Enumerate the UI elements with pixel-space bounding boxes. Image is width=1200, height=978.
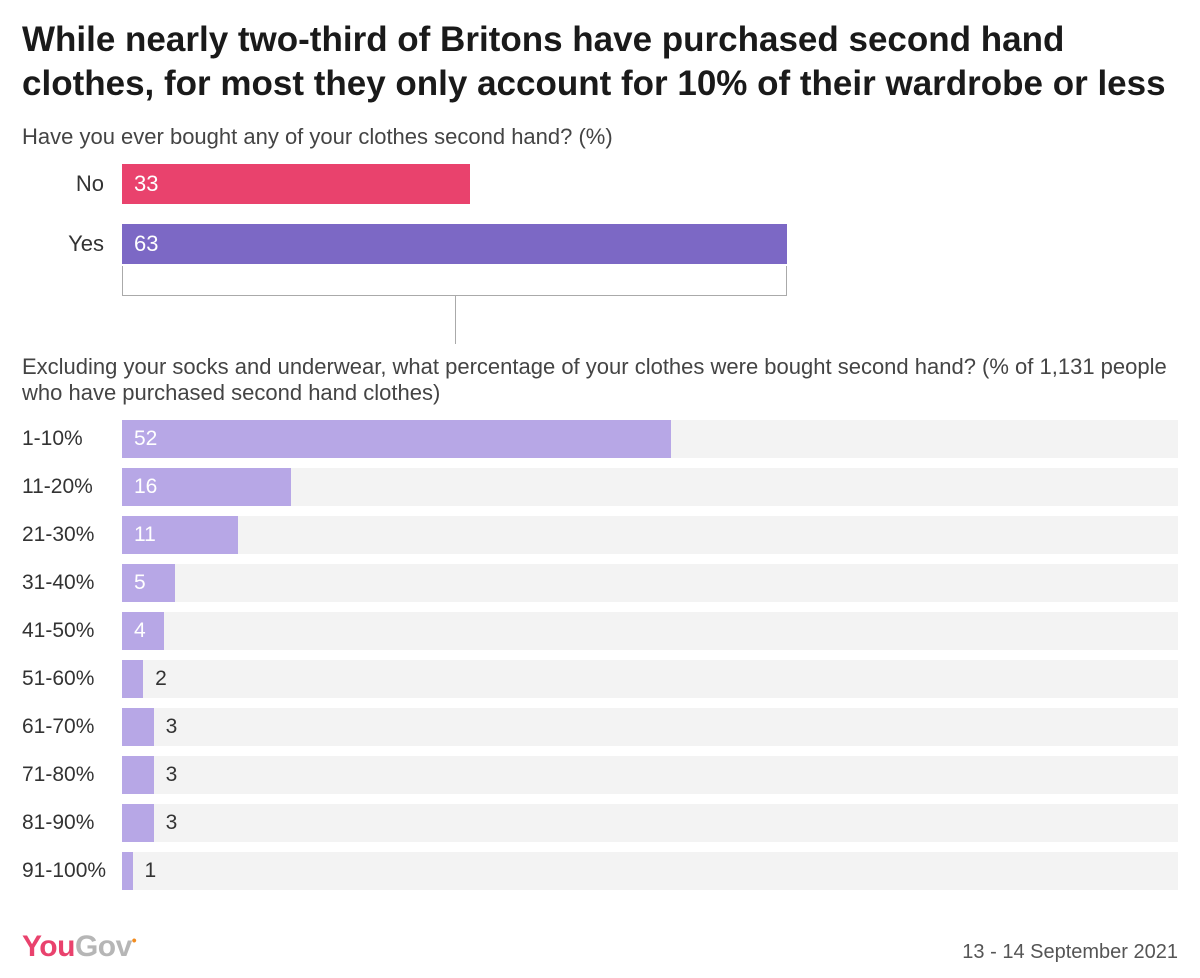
chart2-track-bg: [122, 612, 1178, 650]
chart2-row: 21-30%11: [22, 516, 1178, 554]
logo-you: You: [22, 930, 75, 963]
chart2-track: 1: [122, 852, 1178, 890]
chart2: 1-10%5211-20%1621-30%1131-40%541-50%451-…: [22, 420, 1178, 890]
chart1-row-label: No: [22, 171, 122, 197]
chart2-value-label: 3: [154, 715, 178, 739]
chart2-row: 31-40%5: [22, 564, 1178, 602]
chart2-value-label: 3: [154, 763, 178, 787]
chart2-bar: 16: [122, 468, 291, 506]
chart2-row: 61-70% 3: [22, 708, 1178, 746]
chart2-bar: [122, 708, 154, 746]
chart1-row: Yes63: [22, 224, 1178, 264]
chart1-row: No33: [22, 164, 1178, 204]
chart2-bar: [122, 852, 133, 890]
chart2-row: 41-50%4: [22, 612, 1178, 650]
yougov-logo: YouGov•: [22, 930, 136, 964]
chart2-track: 3: [122, 708, 1178, 746]
chart1-bar: 33: [122, 164, 470, 204]
chart2-track-bg: [122, 852, 1178, 890]
chart2-track: 16: [122, 468, 1178, 506]
connector: [122, 284, 1178, 354]
chart2-bar: 11: [122, 516, 238, 554]
chart2-track: 3: [122, 756, 1178, 794]
chart2-bar: 52: [122, 420, 671, 458]
chart2-value-label: 1: [133, 859, 157, 883]
chart2-track-bg: [122, 756, 1178, 794]
chart2-row: 71-80% 3: [22, 756, 1178, 794]
chart2-bar: [122, 660, 143, 698]
chart2-value-label: 2: [143, 667, 167, 691]
survey-date: 13 - 14 September 2021: [962, 941, 1178, 964]
chart1: No33 Yes63: [22, 164, 1178, 264]
chart2-track: 2: [122, 660, 1178, 698]
chart2-row-label: 61-70%: [22, 715, 122, 739]
chart2-track-bg: [122, 516, 1178, 554]
chart1-track: 33: [122, 164, 1178, 204]
chart-title: While nearly two-third of Britons have p…: [22, 18, 1178, 106]
chart1-bar: 63: [122, 224, 787, 264]
chart2-bar: 4: [122, 612, 164, 650]
chart1-track: 63: [122, 224, 1178, 264]
chart2-row: 1-10%52: [22, 420, 1178, 458]
chart2-row-label: 21-30%: [22, 523, 122, 547]
chart2-track: 5: [122, 564, 1178, 602]
chart2-row-label: 31-40%: [22, 571, 122, 595]
logo-gov: Gov: [75, 930, 132, 963]
chart1-row-label: Yes: [22, 231, 122, 257]
chart2-track-bg: [122, 804, 1178, 842]
footer: YouGov• 13 - 14 September 2021: [22, 930, 1178, 964]
chart2-track-bg: [122, 564, 1178, 602]
chart2-track: 52: [122, 420, 1178, 458]
chart2-row-label: 81-90%: [22, 811, 122, 835]
chart2-question: Excluding your socks and underwear, what…: [22, 354, 1178, 406]
chart2-row-label: 11-20%: [22, 475, 122, 499]
logo-dot-icon: •: [132, 932, 136, 948]
chart2-row-label: 71-80%: [22, 763, 122, 787]
chart2-row-label: 1-10%: [22, 427, 122, 451]
chart2-row: 81-90% 3: [22, 804, 1178, 842]
chart2-row: 91-100% 1: [22, 852, 1178, 890]
chart2-row: 51-60% 2: [22, 660, 1178, 698]
chart2-row: 11-20%16: [22, 468, 1178, 506]
chart2-track-bg: [122, 708, 1178, 746]
chart2-track-bg: [122, 660, 1178, 698]
chart2-bar: 5: [122, 564, 175, 602]
chart2-track: 3: [122, 804, 1178, 842]
chart2-track: 11: [122, 516, 1178, 554]
chart2-row-label: 41-50%: [22, 619, 122, 643]
chart2-bar: [122, 804, 154, 842]
chart1-question: Have you ever bought any of your clothes…: [22, 124, 1178, 150]
chart2-row-label: 91-100%: [22, 859, 122, 883]
chart2-row-label: 51-60%: [22, 667, 122, 691]
chart2-track: 4: [122, 612, 1178, 650]
chart2-bar: [122, 756, 154, 794]
chart2-value-label: 3: [154, 811, 178, 835]
